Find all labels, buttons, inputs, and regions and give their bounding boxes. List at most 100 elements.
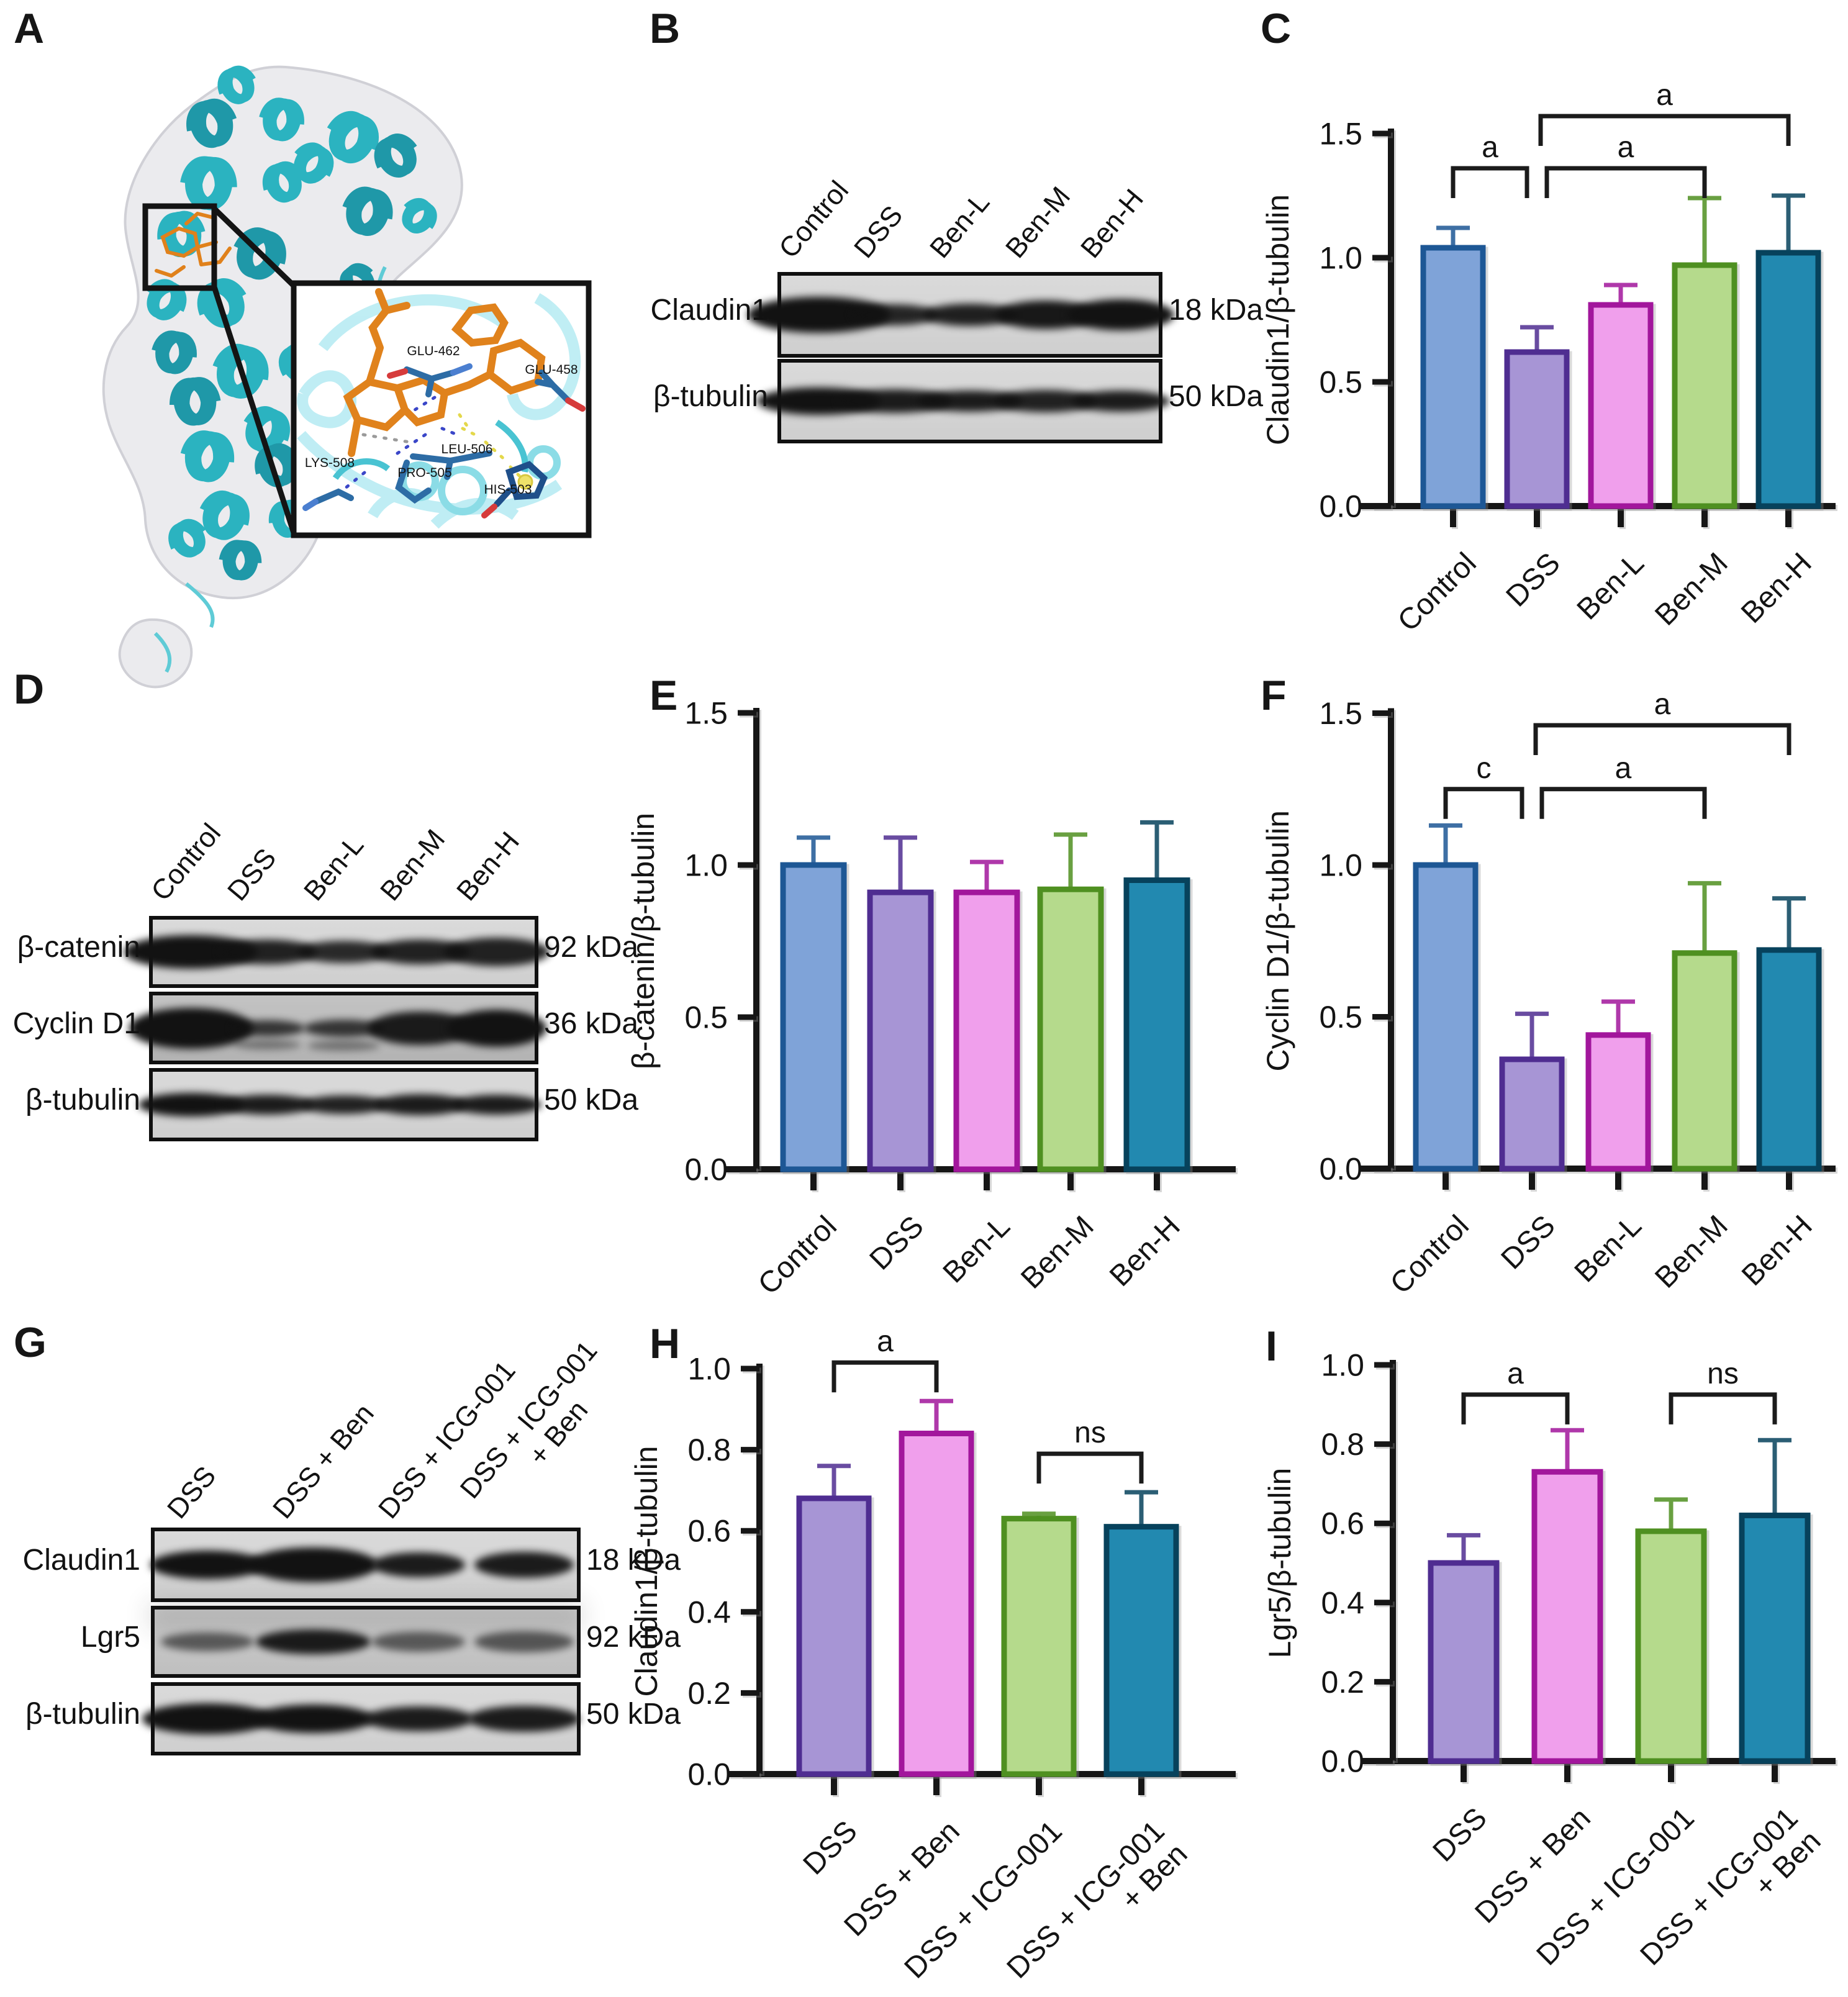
y-tick-label: 0.0 [1319,489,1362,524]
error-bar [1604,283,1637,305]
bar-Ben-L [1585,1032,1651,1172]
x-category-label: Control [752,1210,843,1301]
y-tick-label: 0.4 [1321,1585,1364,1620]
molecular-weight-label: 18 kDa [586,1544,681,1577]
blot-row-label: β-tubulin [25,1698,140,1731]
error-bar [1429,823,1462,865]
bar-Ben-H [1123,877,1190,1172]
x-category-label: Ben-M [1015,1210,1100,1295]
bar-DSS-+-Ben [1531,1469,1603,1764]
error-bar [817,1464,851,1498]
y-tick-label: 0.0 [1321,1744,1364,1779]
significance-label: a [1654,688,1671,721]
residue-label-GLU-458: GLU-458 [525,363,578,377]
panel-letter-h: H [650,1320,681,1367]
residue-label-HIS-503: HIS-503 [484,482,532,497]
y-tick-label: 0.2 [687,1676,731,1711]
x-category-label: Ben-L [1569,1209,1648,1288]
protein-band [372,1552,465,1577]
protein-band [150,1551,265,1579]
lane-label-Ben-H: Ben-H [1074,183,1150,264]
x-category-label: Control [1392,546,1483,638]
bar-Ben-M [1037,886,1104,1172]
blot-membrane-Lgr5 [148,1601,583,1678]
significance-bracket [1451,166,1529,198]
bar-series [1420,245,1821,509]
bar-Ben-L [1588,302,1654,509]
panel-letter-c: C [1261,5,1292,52]
protein-band [248,1547,378,1582]
error-bar [1054,832,1087,890]
protein-band [443,938,550,966]
protein-band [1072,391,1171,412]
x-category-label: Ben-M [1649,546,1734,632]
error-bar [920,1398,953,1434]
x-category-label: Ben-H [1736,1209,1819,1292]
x-category-label: Ben-H [1103,1210,1187,1293]
lane-label-DSS: DSS [848,199,909,264]
lane-label-DSS: DSS [160,1460,222,1524]
residue-label-PRO-505: PRO-505 [397,466,452,480]
western-blot-catenin-cyclind1: Control DSS Ben-L Ben-M Ben-H β-catenin 92 kDa… [0,658,638,1310]
blot-membrane-Claudin1 [747,272,1175,358]
error-bar [1772,896,1806,950]
y-tick-label: 0.6 [687,1514,731,1549]
error-bar [1022,1511,1056,1519]
bar-DSS-+-ICG-001 [1001,1516,1077,1777]
molecular-docking-panel: GLU-462 GLU-458 LYS-508 PRO-505 LEU-506 HIS-5… [102,0,592,689]
residue-label-GLU-462: GLU-462 [407,344,460,358]
molecular-weight-label: 50 kDa [1169,380,1264,413]
significance-label: a [1656,79,1673,112]
y-tick-label: 0.8 [687,1433,731,1467]
y-axis-title: Claudin1/β-tubulin [629,1446,664,1696]
bar-DSS [796,1495,872,1777]
protein-band [373,1094,467,1115]
blot-membrane-β-catenin [124,916,550,988]
bar-DSS [1499,1056,1565,1172]
blot-membrane-β-tubulin [756,359,1171,443]
significance-label: c [1477,752,1492,785]
bar-DSS-+-ICG-001-+-Ben [1739,1512,1811,1764]
bar-Control [1413,862,1479,1172]
panel-letter-b: B [650,5,681,52]
molecular-weight-label: 92 kDa [544,931,639,964]
bar-Ben-M [1672,262,1737,509]
protein-band [468,1706,580,1732]
blot-row-label: Cyclin D1 [12,1007,140,1040]
y-tick-label: 0.5 [1319,365,1362,400]
protein-band [372,1632,465,1652]
error-bar [1520,325,1554,352]
protein-band [364,1706,473,1731]
protein-band [255,1629,371,1654]
y-tick-label: 0.2 [1321,1665,1364,1700]
protein-band [230,1020,305,1036]
error-bar [1551,1428,1584,1472]
blot-row-label: Claudin1 [22,1544,140,1577]
bar-Ben-H [1756,947,1822,1172]
bar-series [1428,1469,1811,1764]
bar-Ben-H [1755,250,1821,509]
bar-series [1413,862,1822,1172]
panel-letter-d: D [14,666,45,713]
western-blot-claudin1-lgr5: DSS DSS + Ben DSS + ICG-001 DSS + ICG-001 + … [0,1310,681,1997]
bar-Control [780,862,847,1172]
blot-row-label: Lgr5 [80,1621,140,1654]
y-tick-label: 0.5 [684,1000,728,1035]
y-tick-label: 0.4 [687,1595,731,1629]
sulfur-atom [517,474,533,490]
significance-bracket [1461,1392,1570,1424]
lane-label-Ben-M: Ben-M [373,823,451,907]
panel-letter-g: G [14,1319,47,1366]
y-tick-label: 0.0 [684,1152,728,1187]
bar-DSS-+-ICG-001 [1635,1528,1707,1764]
y-tick-label: 1.5 [1319,117,1362,152]
y-axis-title: Claudin1/β-tubulin [1261,194,1295,445]
protein-band [220,1095,314,1115]
residue-label-LEU-506: LEU-506 [442,442,493,456]
significance-bracket [1669,1392,1777,1424]
bar-DSS-+-ICG-001-+-Ben [1103,1524,1179,1777]
protein-band [451,1095,541,1115]
